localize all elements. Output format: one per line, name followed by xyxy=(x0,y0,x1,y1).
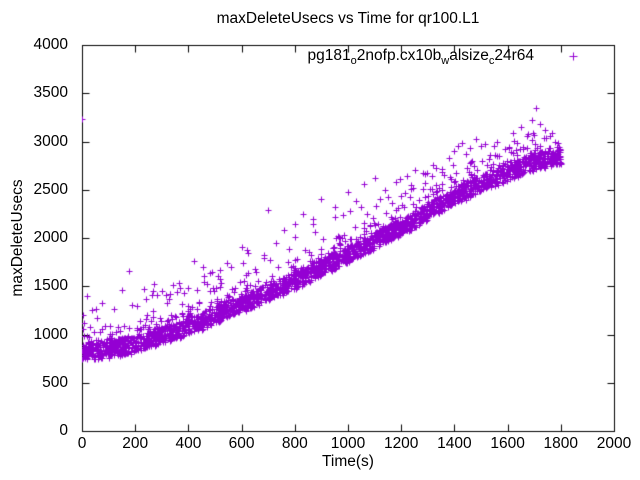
y-tick-label: 500 xyxy=(42,373,68,391)
y-tick-label: 1500 xyxy=(33,277,68,295)
x-tick-label: 1000 xyxy=(330,435,366,452)
legend-label-segment: o xyxy=(350,54,357,67)
chart-title: maxDeleteUsecs vs Time for qr100.L1 xyxy=(216,10,480,27)
legend-label-segment: w xyxy=(441,54,450,67)
y-tick-label: 4000 xyxy=(33,36,68,53)
x-tick-label: 2000 xyxy=(596,435,632,452)
y-tick-label: 2500 xyxy=(33,180,68,198)
legend-label-segment: pg181 xyxy=(307,46,351,64)
legend-label-segment: c xyxy=(488,54,495,67)
legend-label-segment: 2nofp.cx10b xyxy=(356,46,442,64)
y-tick-label: 3500 xyxy=(33,84,68,102)
x-tick-label: 1800 xyxy=(543,435,579,452)
y-tick-label: 1000 xyxy=(33,325,68,343)
y-tick-label: 3000 xyxy=(33,132,68,150)
x-axis-title: Time(s) xyxy=(322,453,374,470)
legend: pg181o2nofp.cx10bwalsizec24r64 xyxy=(82,47,534,67)
x-tick-label: 1400 xyxy=(437,435,472,452)
x-tick-label: 1600 xyxy=(490,435,525,452)
legend-label-segment: alsize xyxy=(449,46,489,64)
x-tick-label: 200 xyxy=(122,435,149,452)
legend-series-label: pg181o2nofp.cx10bwalsizec24r64 xyxy=(308,47,534,67)
x-tick-label: 600 xyxy=(228,435,255,452)
x-tick-label: 1200 xyxy=(383,435,419,452)
x-tick-label: 0 xyxy=(77,435,87,452)
y-tick-label: 2000 xyxy=(33,229,68,246)
x-tick-label: 400 xyxy=(175,435,202,452)
x-tick-label: 800 xyxy=(281,435,308,452)
legend-label-segment: 24r64 xyxy=(494,46,534,64)
y-tick-label: 0 xyxy=(59,422,68,439)
